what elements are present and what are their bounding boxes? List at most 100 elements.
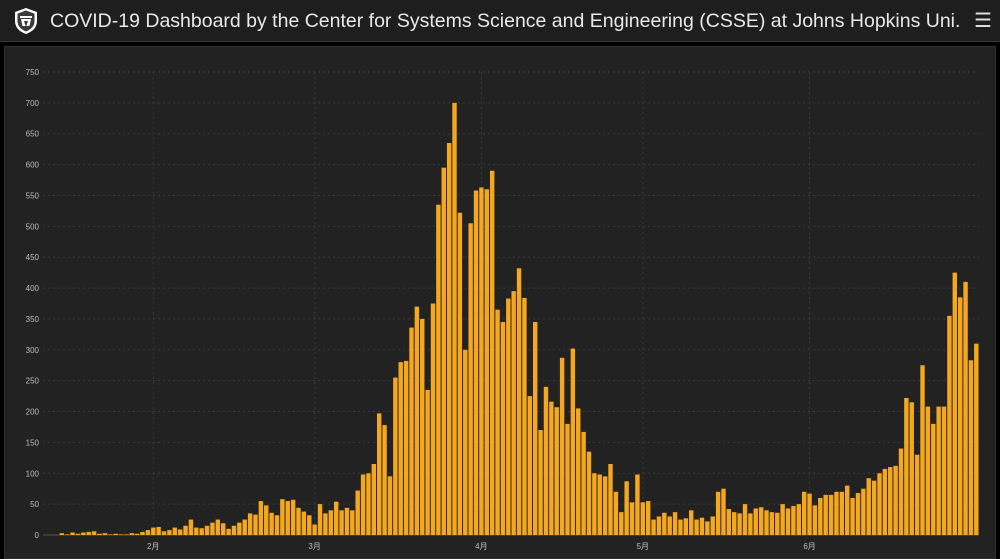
bar	[721, 488, 726, 535]
bar	[296, 507, 301, 535]
bar	[446, 142, 452, 535]
bar	[742, 504, 748, 535]
bar	[350, 510, 355, 535]
bar	[968, 360, 974, 535]
x-tick-label: 3月	[308, 542, 320, 551]
bar	[818, 497, 823, 535]
bar	[339, 510, 344, 535]
bar	[613, 491, 619, 535]
y-tick-label: 700	[26, 99, 40, 108]
bar	[484, 189, 489, 536]
bar	[791, 505, 796, 535]
bar	[748, 513, 753, 535]
bar	[893, 465, 898, 535]
bar	[221, 523, 226, 535]
bar	[468, 223, 473, 535]
bar	[834, 491, 839, 535]
bar	[323, 513, 328, 535]
y-tick-label: 0	[35, 531, 40, 540]
bar	[81, 532, 86, 535]
bar	[258, 501, 264, 535]
bar	[775, 512, 780, 535]
bar	[667, 516, 672, 535]
bar	[619, 512, 624, 535]
y-tick-label: 100	[26, 469, 40, 478]
bar	[807, 493, 812, 535]
bar	[586, 451, 592, 535]
bar	[581, 431, 586, 535]
bar	[145, 530, 151, 535]
hamburger-menu-icon[interactable]: ☰	[974, 10, 992, 32]
bar	[290, 499, 296, 535]
bar	[382, 425, 387, 535]
bar	[957, 297, 963, 535]
bar	[737, 513, 742, 535]
bar	[344, 507, 350, 535]
bar	[108, 534, 113, 535]
bar	[683, 518, 689, 535]
y-tick-label: 500	[26, 222, 40, 231]
bar	[247, 513, 253, 535]
y-tick-label: 550	[26, 191, 40, 200]
bar	[65, 534, 70, 535]
bar	[199, 528, 204, 535]
bar	[124, 534, 129, 535]
bar	[909, 402, 914, 535]
bar	[403, 360, 409, 535]
bar	[699, 517, 705, 535]
bar	[215, 519, 221, 535]
bar	[516, 268, 522, 535]
bar	[559, 357, 565, 535]
bar	[425, 389, 430, 535]
bar	[882, 468, 888, 535]
bar	[280, 499, 285, 535]
bar	[931, 423, 936, 535]
bar	[850, 497, 855, 535]
bar	[952, 272, 957, 535]
bar	[645, 501, 651, 535]
bar	[511, 291, 516, 535]
x-tick-label: 2月	[147, 542, 159, 551]
bar	[463, 349, 468, 535]
bar	[457, 212, 463, 535]
bar	[565, 423, 570, 535]
bar	[360, 474, 366, 535]
bar	[430, 303, 436, 535]
bar	[554, 407, 559, 535]
bar	[592, 473, 597, 535]
x-tick-label: 4月	[475, 542, 487, 551]
y-tick-label: 350	[26, 315, 40, 324]
bar	[156, 526, 161, 535]
bar	[801, 491, 807, 535]
bar	[97, 533, 102, 535]
bar	[177, 529, 183, 535]
bar	[672, 512, 678, 535]
bar	[161, 531, 167, 535]
bar	[134, 533, 140, 535]
y-tick-label: 400	[26, 284, 40, 293]
y-tick-label: 300	[26, 346, 40, 355]
bar	[188, 519, 194, 535]
bar	[710, 516, 715, 535]
bar	[715, 491, 721, 535]
bar	[91, 531, 97, 535]
x-tick-label: 5月	[637, 542, 649, 551]
bar	[602, 476, 608, 535]
y-tick-label: 200	[26, 408, 40, 417]
app-header: COVID-19 Dashboard by the Center for Sys…	[0, 0, 1000, 42]
bar	[877, 473, 882, 535]
bar	[328, 510, 333, 535]
bar	[333, 501, 339, 535]
bar	[414, 306, 420, 535]
bar	[635, 474, 640, 535]
bar	[785, 508, 791, 535]
bar	[705, 521, 710, 535]
bar	[393, 377, 398, 535]
page-title: COVID-19 Dashboard by the Center for Sys…	[50, 10, 960, 32]
bar	[538, 430, 543, 535]
bar	[689, 510, 694, 535]
bar	[479, 187, 484, 535]
bar	[732, 512, 737, 535]
jhu-shield-icon	[15, 8, 37, 34]
bar	[317, 504, 323, 535]
